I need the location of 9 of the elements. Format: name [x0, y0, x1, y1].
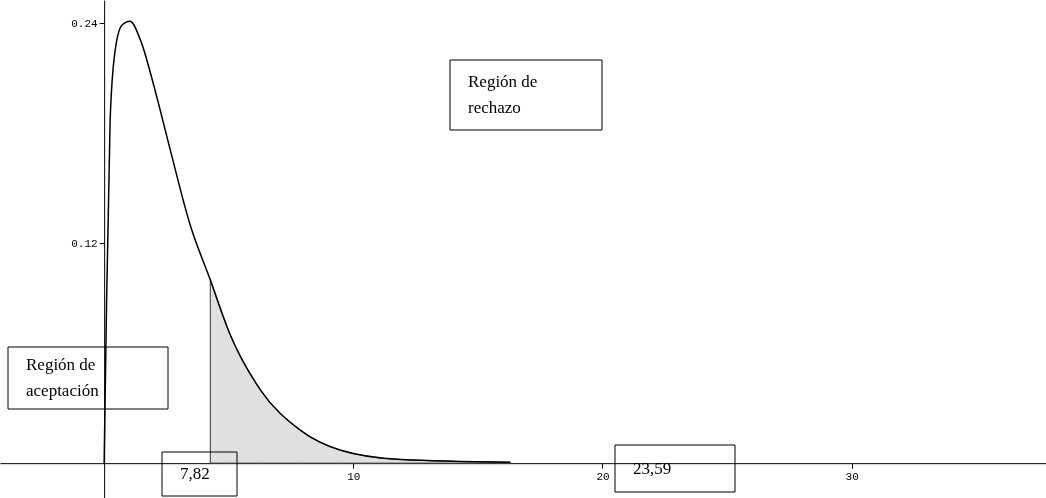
annotation: Región de aceptación — [26, 355, 100, 400]
x-tick-label: 20 — [596, 470, 610, 483]
annotation: 7,82 — [180, 464, 210, 483]
x-tick-label: 10 — [347, 470, 361, 483]
y-tick-label: 0.24 — [71, 17, 99, 30]
annotation: Región de rechazo — [468, 72, 538, 117]
x-tick-label: 30 — [845, 470, 859, 483]
annotation: 23,59 — [633, 458, 672, 478]
y-tick-label: 0.12 — [71, 237, 98, 250]
